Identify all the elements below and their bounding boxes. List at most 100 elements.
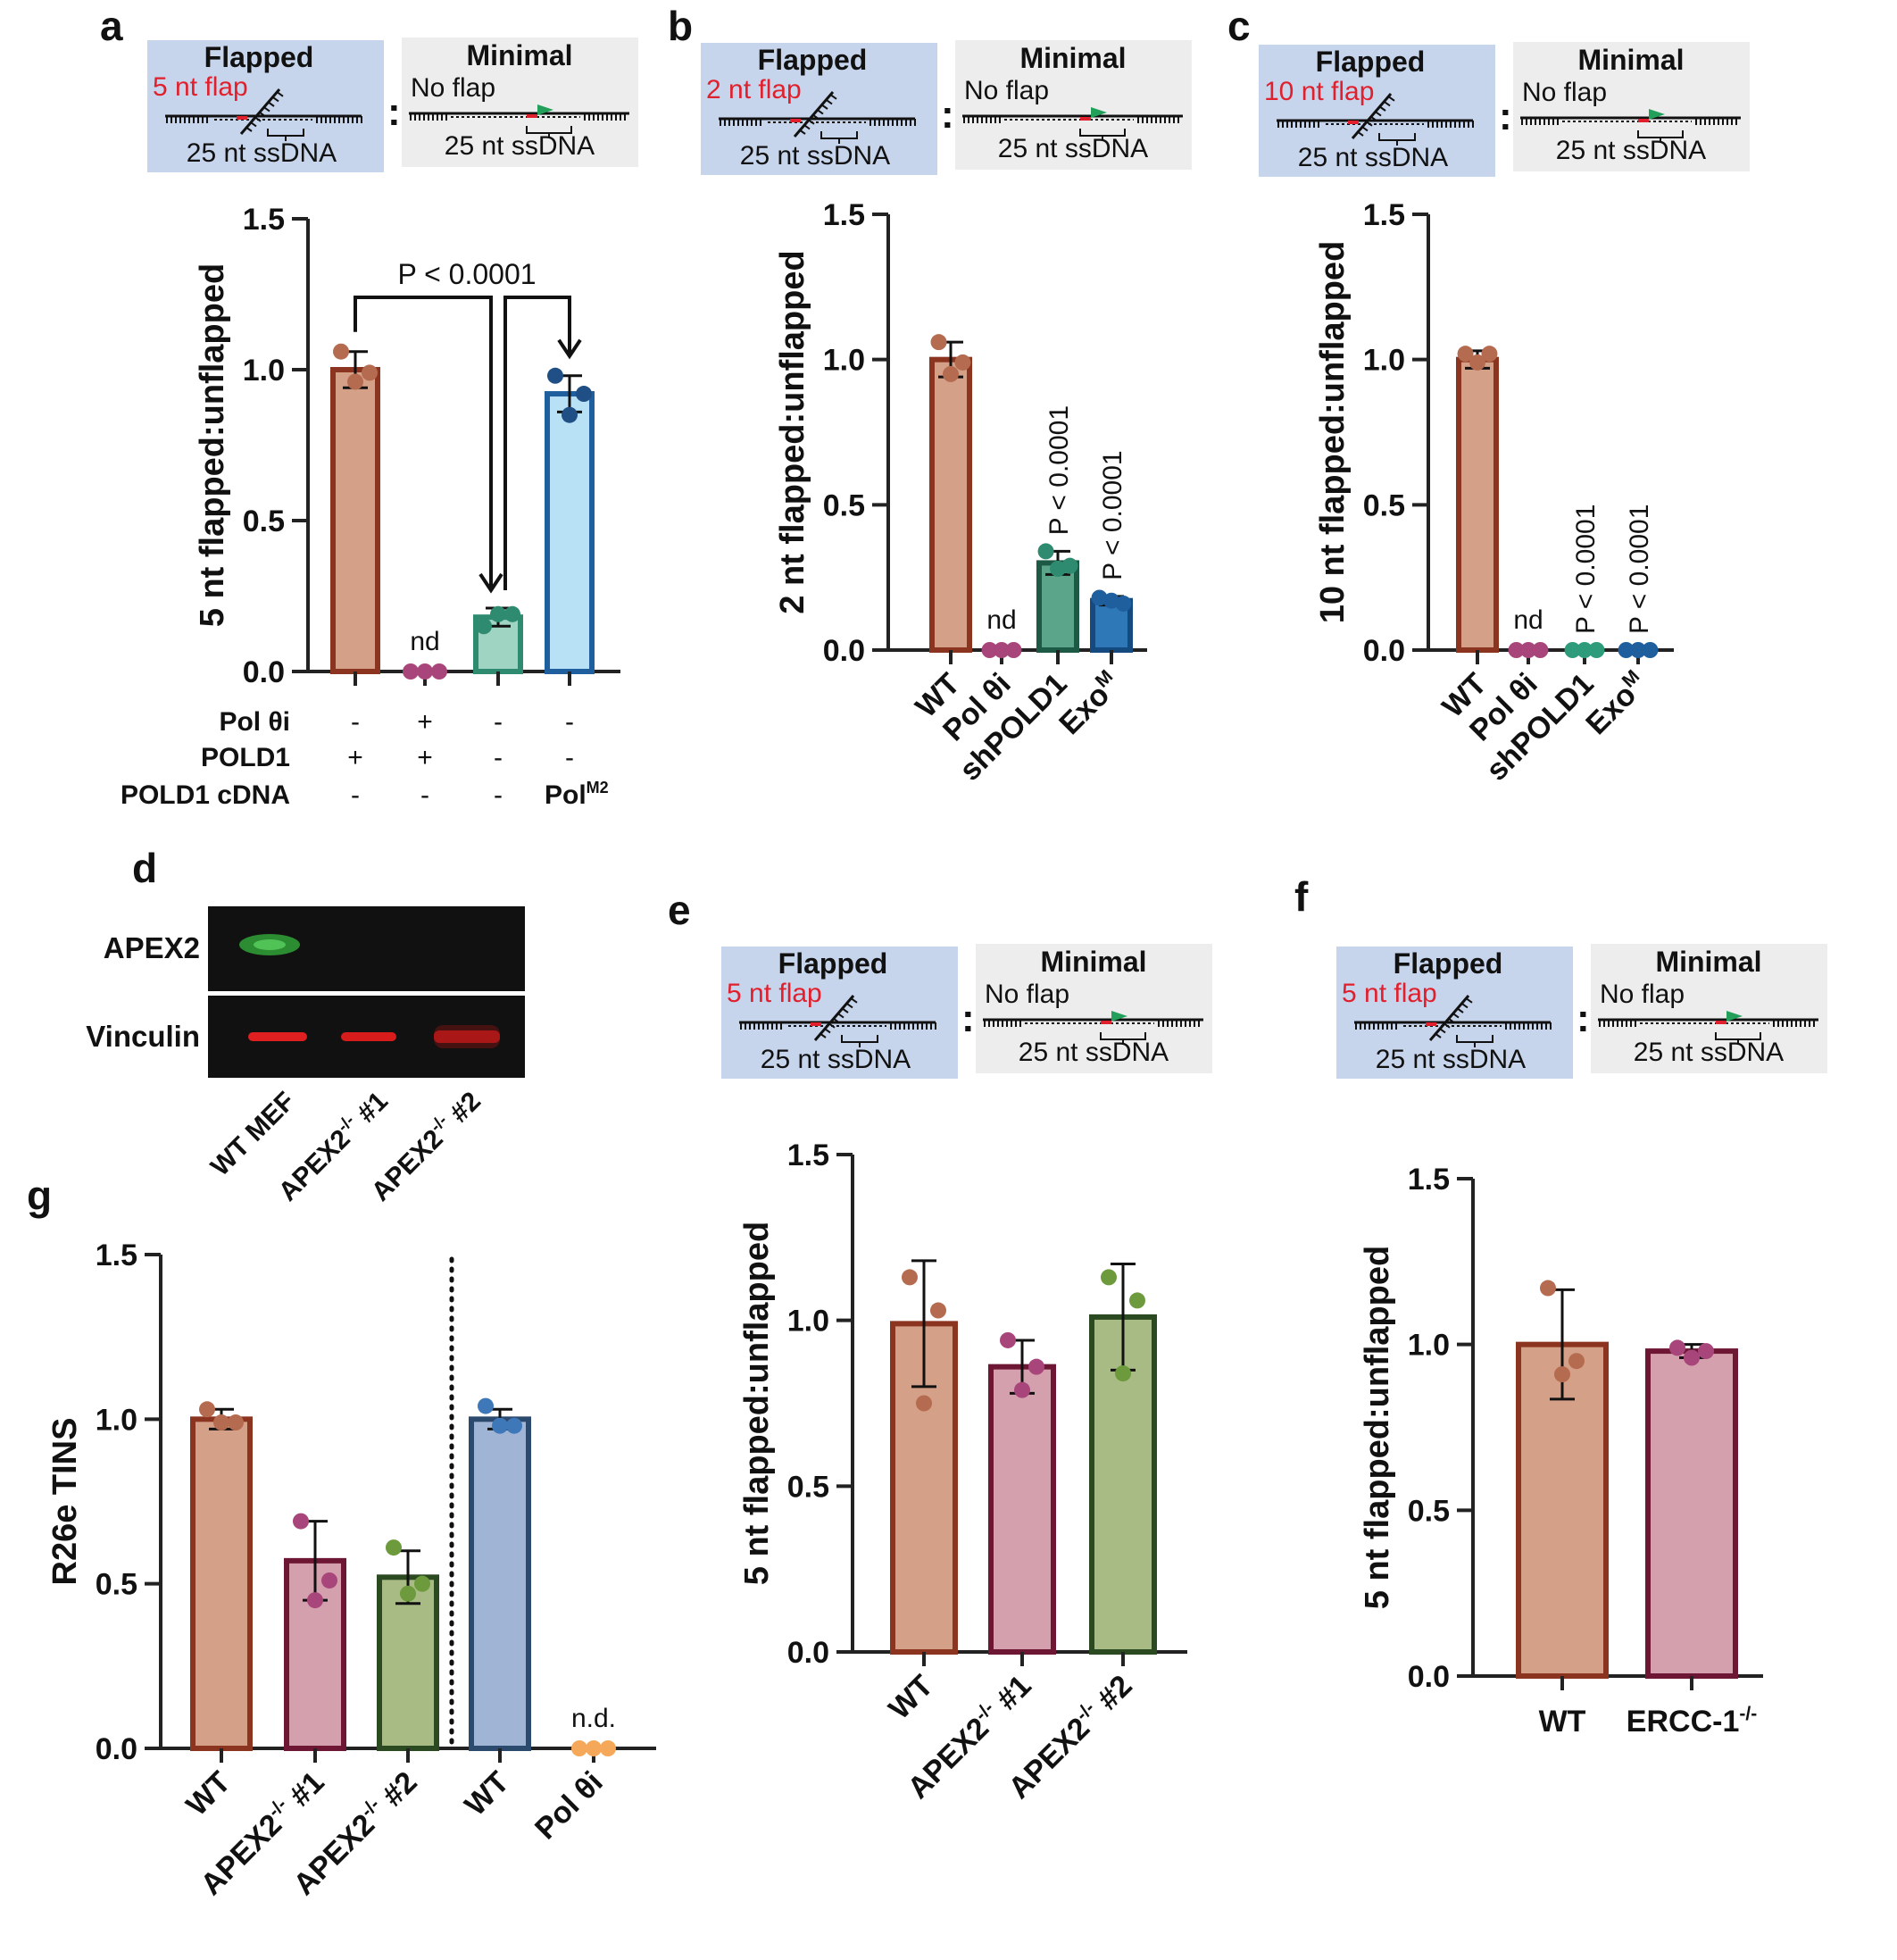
data-point bbox=[1005, 642, 1022, 658]
data-point bbox=[490, 605, 506, 622]
ssdna-label: 25 nt ssDNA bbox=[1376, 1045, 1526, 1074]
minimal-box bbox=[955, 40, 1192, 170]
data-point bbox=[1115, 1365, 1131, 1382]
ssdna-label: 25 nt ssDNA bbox=[740, 141, 890, 171]
data-point bbox=[1457, 346, 1474, 363]
y-tick-label: 1.5 bbox=[243, 203, 285, 237]
significance-bracket bbox=[503, 296, 571, 591]
ratio-separator: : bbox=[961, 997, 975, 1040]
y-tick-label: 1.5 bbox=[823, 198, 865, 232]
table-cell: + bbox=[347, 743, 363, 772]
flap-length-label: 10 nt flap bbox=[1264, 77, 1374, 106]
data-point bbox=[1540, 1280, 1556, 1297]
panel-letter-d: d bbox=[132, 845, 157, 891]
table-row-label: POLD1 cDNA bbox=[121, 780, 290, 810]
primer-arrow bbox=[1726, 1011, 1743, 1022]
flap-length-label: 5 nt flap bbox=[727, 979, 822, 1008]
x-tick-label: ERCC-1-/- bbox=[1627, 1704, 1757, 1739]
data-point bbox=[1642, 642, 1659, 658]
data-point bbox=[981, 642, 998, 658]
y-tick-label: 1.5 bbox=[1363, 198, 1405, 232]
nd-label: nd bbox=[1513, 605, 1543, 635]
bracket bbox=[1715, 1032, 1761, 1045]
flapped-title: Flapped bbox=[1316, 46, 1426, 78]
bracket bbox=[267, 129, 304, 141]
table-cell: - bbox=[420, 780, 429, 810]
table-cell: + bbox=[417, 743, 433, 772]
data-point bbox=[213, 1414, 229, 1431]
data-point bbox=[400, 1585, 416, 1602]
bracket bbox=[1378, 133, 1416, 146]
ssdna-label: 25 nt ssDNA bbox=[187, 138, 337, 168]
data-point bbox=[1698, 1343, 1714, 1360]
data-point bbox=[562, 406, 578, 423]
bar bbox=[988, 1364, 1056, 1655]
data-point bbox=[307, 1592, 323, 1609]
nd-label: nd bbox=[410, 627, 439, 656]
ratio-separator: : bbox=[1499, 95, 1512, 138]
flapped-title: Flapped bbox=[778, 947, 888, 980]
minimal-box bbox=[1513, 42, 1750, 171]
data-point bbox=[943, 365, 959, 382]
table-cell: - bbox=[494, 780, 503, 810]
data-point bbox=[321, 1572, 337, 1589]
lane-label: WT MEF bbox=[205, 1087, 301, 1182]
data-point bbox=[571, 1740, 587, 1756]
flapped-title: Flapped bbox=[758, 44, 868, 76]
y-tick-label: 0.5 bbox=[96, 1568, 137, 1602]
data-point bbox=[403, 663, 419, 680]
panel-letter-b: b bbox=[668, 3, 693, 49]
data-point bbox=[1532, 642, 1549, 658]
ratio-separator: : bbox=[387, 90, 401, 134]
chart-c: 0.00.51.01.510 nt flapped:unflappedWTPol… bbox=[1314, 198, 1674, 788]
data-point bbox=[1520, 642, 1536, 658]
ssdna-label: 25 nt ssDNA bbox=[998, 134, 1148, 163]
no-flap-label: No flap bbox=[985, 980, 1069, 1009]
y-tick-label: 0.0 bbox=[1408, 1660, 1450, 1694]
data-point bbox=[1481, 346, 1498, 363]
y-axis-label: 10 nt flapped:unflapped bbox=[1314, 241, 1352, 624]
data-point bbox=[347, 373, 363, 390]
bracket bbox=[841, 1035, 878, 1047]
y-tick-label: 0.5 bbox=[1408, 1494, 1450, 1528]
table-cell: - bbox=[494, 707, 503, 737]
bracket bbox=[1637, 130, 1684, 143]
blot-row-label: Vinculin bbox=[86, 1020, 200, 1053]
minimal-box bbox=[1591, 944, 1827, 1073]
bracket bbox=[820, 131, 858, 144]
data-point bbox=[506, 1417, 522, 1434]
minimal-title: Minimal bbox=[1577, 44, 1684, 76]
bar bbox=[545, 391, 595, 674]
y-tick-label: 0.5 bbox=[243, 505, 285, 538]
data-point bbox=[1115, 595, 1132, 612]
table-cell: - bbox=[351, 707, 360, 737]
y-tick-label: 0.5 bbox=[823, 488, 865, 522]
y-axis-label: 5 nt flapped:unflapped bbox=[1359, 1246, 1396, 1609]
y-tick-label: 1.5 bbox=[787, 1138, 829, 1172]
data-point bbox=[547, 367, 563, 384]
primer-arrow bbox=[1111, 1011, 1127, 1022]
data-point bbox=[1061, 557, 1078, 574]
data-point bbox=[930, 1302, 946, 1319]
ssdna-label: 25 nt ssDNA bbox=[1298, 143, 1448, 172]
y-tick-label: 1.5 bbox=[1408, 1163, 1450, 1197]
arrow-head bbox=[478, 338, 582, 594]
vinculin-band bbox=[341, 1032, 396, 1041]
data-point bbox=[954, 354, 971, 371]
y-tick-label: 1.0 bbox=[96, 1403, 137, 1437]
data-point bbox=[431, 663, 447, 680]
ssdna-label: 25 nt ssDNA bbox=[445, 131, 595, 161]
ssdna-label: 25 nt ssDNA bbox=[1019, 1038, 1169, 1067]
data-point bbox=[600, 1740, 616, 1756]
chart-a: 0.0 0.5 1.0 1.5 5 nt flapped:unflapped nd P < … bbox=[194, 203, 620, 689]
apex2-band-core bbox=[254, 939, 286, 950]
minimal-title: Minimal bbox=[1019, 42, 1126, 74]
no-flap-label: No flap bbox=[964, 76, 1049, 105]
data-point bbox=[1618, 642, 1635, 658]
y-axis-label: R26e TINS bbox=[46, 1418, 84, 1586]
x-tick-label: WT bbox=[458, 1765, 515, 1822]
